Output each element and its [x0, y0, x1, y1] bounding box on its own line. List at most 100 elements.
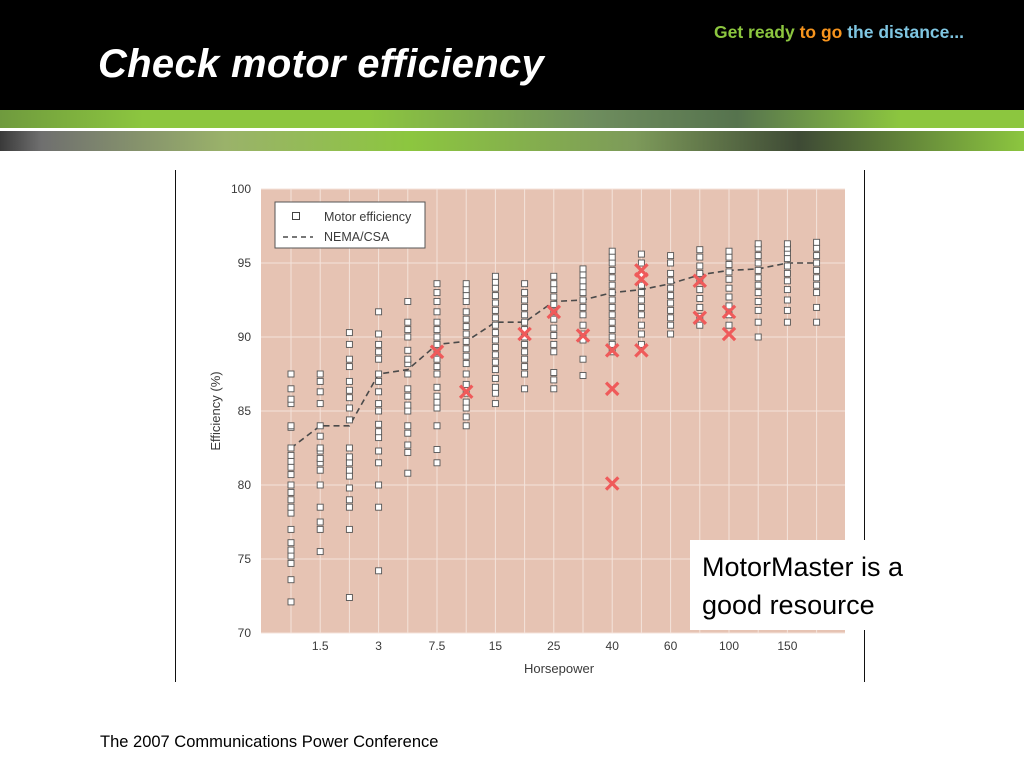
motor-efficiency-point [287, 525, 295, 533]
motor-efficiency-point [404, 392, 412, 400]
motor-efficiency-point [404, 370, 412, 378]
motor-efficiency-point [462, 352, 470, 360]
motor-efficiency-point [579, 289, 587, 297]
motor-efficiency-point [404, 326, 412, 334]
motor-efficiency-point [345, 329, 353, 337]
motor-efficiency-point [491, 314, 499, 322]
motor-efficiency-point [433, 363, 441, 371]
motor-efficiency-point [521, 296, 529, 304]
x-mark-point [692, 310, 708, 326]
x-mark-point [692, 273, 708, 289]
tagline: Get ready to go the distance... [714, 22, 964, 43]
motor-efficiency-point [725, 293, 733, 301]
motor-efficiency-point [725, 268, 733, 276]
motor-efficiency-point [375, 447, 383, 455]
motor-efficiency-point [783, 262, 791, 270]
motor-efficiency-point [521, 340, 529, 348]
motor-efficiency-point [608, 296, 616, 304]
motor-efficiency-point [287, 422, 295, 430]
y-tick-label: 100 [231, 182, 251, 196]
x-tick-label: 100 [719, 639, 739, 653]
motor-efficiency-point [462, 345, 470, 353]
motor-efficiency-point [637, 259, 645, 267]
x-mark-point [575, 328, 591, 343]
motor-efficiency-point [345, 466, 353, 474]
motor-efficiency-point [550, 272, 558, 280]
motor-efficiency-point [754, 240, 762, 248]
motor-efficiency-point [404, 448, 412, 456]
motor-efficiency-point [375, 348, 383, 356]
motor-efficiency-point [287, 463, 295, 471]
motor-efficiency-point [667, 284, 675, 292]
motor-efficiency-point [345, 394, 353, 402]
motor-efficiency-point [521, 363, 529, 371]
header-band [0, 0, 1024, 110]
motor-efficiency-point [462, 315, 470, 323]
motor-efficiency-point [316, 432, 324, 440]
y-tick-label: 95 [238, 256, 252, 270]
motor-efficiency-point [667, 330, 675, 338]
motor-efficiency-point [608, 259, 616, 267]
motor-efficiency-point [287, 598, 295, 606]
motor-efficiency-point [667, 314, 675, 322]
motor-efficiency-point [579, 372, 587, 379]
motor-efficiency-point [375, 340, 383, 348]
motor-efficiency-point [696, 253, 704, 261]
motor-efficiency-point [813, 289, 821, 297]
motor-efficiency-point [521, 318, 529, 326]
motor-efficiency-point [491, 400, 499, 408]
x-axis-ticks: 1.5 3 7.5 15 25 40 60 100 150 [312, 639, 798, 653]
motor-efficiency-point [287, 546, 295, 554]
motor-efficiency-point [725, 321, 733, 329]
motor-efficiency-point [433, 459, 441, 467]
x-tick-label: 15 [489, 639, 503, 653]
motor-efficiency-point [462, 298, 470, 305]
callout-line-1: MotorMaster is a [702, 552, 904, 582]
motor-efficiency-point [550, 315, 558, 323]
motor-efficiency-point [783, 255, 791, 263]
motor-efficiency-point [550, 332, 558, 339]
motor-efficiency-point [345, 444, 353, 452]
motor-efficiency-point [345, 340, 353, 348]
motor-efficiency-point [404, 441, 412, 449]
motor-efficiency-point [462, 330, 470, 338]
y-axis-label: Efficiency (%) [208, 371, 223, 450]
motor-efficiency-point [521, 311, 529, 319]
motor-efficiency-point [316, 481, 324, 489]
motor-efficiency-point [637, 321, 645, 329]
motor-efficiency-point [491, 366, 499, 374]
motor-efficiency-point [404, 385, 412, 393]
motor-efficiency-point [462, 360, 470, 368]
motor-efficiency-point [345, 503, 353, 511]
motor-efficiency-point [783, 286, 791, 294]
motor-efficiency-point [287, 509, 295, 517]
x-mark-point [458, 384, 474, 400]
motor-efficiency-point [375, 377, 383, 385]
motor-efficiency-point [754, 281, 762, 289]
motor-efficiency-point [550, 385, 558, 393]
motor-efficiency-point [725, 284, 733, 292]
motor-efficiency-point [345, 472, 353, 480]
tagline-part-1: Get ready [714, 22, 800, 42]
motor-efficiency-point [462, 323, 470, 331]
motor-efficiency-point [521, 280, 529, 288]
motor-efficiency-point [462, 404, 470, 412]
motor-efficiency-point [287, 539, 295, 547]
motor-efficiency-point [404, 469, 412, 477]
motor-efficiency-point [375, 370, 383, 378]
x-mark-point [634, 272, 649, 287]
y-axis-ticks: 70 75 80 85 90 95 100 [231, 182, 251, 640]
y-tick-label: 70 [238, 626, 252, 640]
motor-efficiency-point [491, 351, 499, 359]
frame-line-left [175, 170, 176, 682]
motor-efficiency-point [637, 250, 645, 258]
motor-efficiency-point [521, 303, 529, 311]
motor-efficiency-point [316, 503, 324, 511]
motor-efficiency-point [404, 401, 412, 409]
motor-efficiency-point [550, 340, 558, 348]
motor-efficiency-point [345, 525, 353, 533]
chart-legend: Motor efficiency NEMA/CSA [274, 201, 426, 249]
motor-efficiency-point [696, 246, 704, 254]
motor-efficiency-point [725, 261, 733, 268]
motor-efficiency-point [433, 298, 441, 305]
